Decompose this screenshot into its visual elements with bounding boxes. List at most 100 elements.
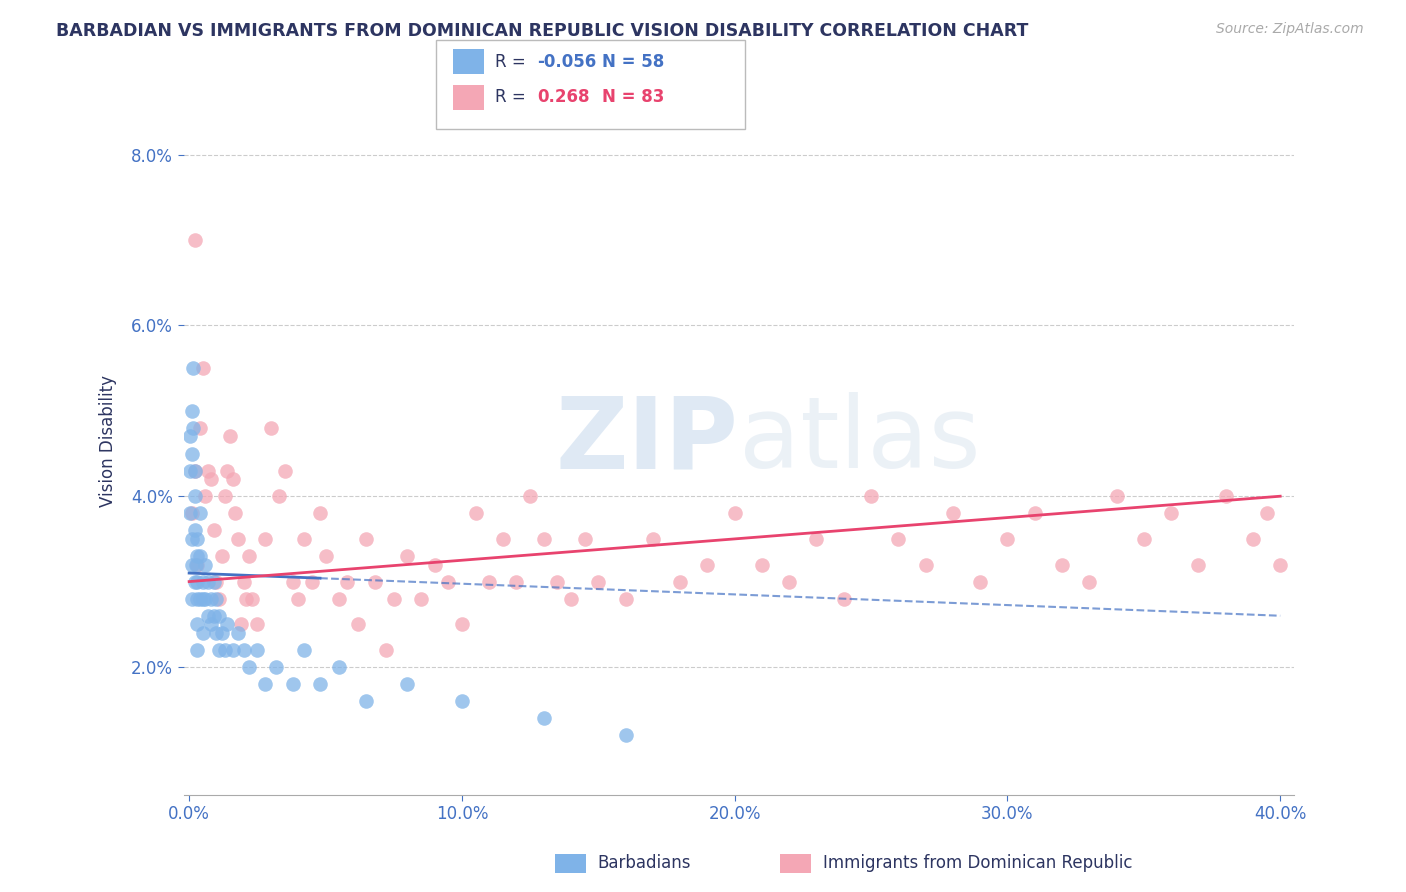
Point	[1105, 489, 1128, 503]
Point	[205, 591, 228, 606]
Point	[194, 489, 217, 503]
Point	[183, 233, 205, 247]
Point	[226, 532, 249, 546]
Point	[309, 677, 332, 691]
Point	[238, 549, 260, 563]
Point	[832, 591, 855, 606]
Point	[180, 404, 202, 418]
Point	[914, 558, 936, 572]
Point	[180, 532, 202, 546]
Point	[184, 558, 207, 572]
Point	[588, 574, 610, 589]
Text: R =: R =	[495, 88, 531, 106]
Point	[696, 558, 718, 572]
Point	[669, 574, 692, 589]
Text: atlas: atlas	[738, 392, 980, 489]
Point	[202, 524, 225, 538]
Text: Immigrants from Dominican Republic: Immigrants from Dominican Republic	[823, 855, 1132, 872]
Point	[1024, 506, 1046, 520]
Point	[478, 574, 501, 589]
Point	[181, 421, 204, 435]
Point	[219, 429, 242, 443]
Point	[224, 506, 246, 520]
Point	[336, 574, 359, 589]
Point	[197, 574, 219, 589]
Point	[292, 643, 315, 657]
Point	[266, 660, 288, 674]
Point	[751, 558, 773, 572]
Point	[1241, 532, 1264, 546]
Point	[492, 532, 515, 546]
Point	[281, 574, 304, 589]
Point	[235, 591, 257, 606]
Point	[222, 472, 245, 486]
Point	[281, 677, 304, 691]
Point	[180, 446, 202, 460]
Point	[1256, 506, 1278, 520]
Point	[246, 617, 269, 632]
Text: R =: R =	[495, 53, 531, 70]
Point	[179, 429, 201, 443]
Point	[464, 506, 486, 520]
Point	[396, 677, 419, 691]
Point	[179, 464, 201, 478]
Point	[423, 558, 446, 572]
Point	[186, 591, 208, 606]
Point	[181, 361, 204, 376]
Point	[860, 489, 883, 503]
Point	[437, 574, 460, 589]
Point	[942, 506, 965, 520]
Point	[238, 660, 260, 674]
Point	[211, 549, 233, 563]
Point	[254, 677, 277, 691]
Point	[183, 574, 205, 589]
Point	[254, 532, 277, 546]
Point	[183, 524, 205, 538]
Point	[188, 506, 211, 520]
Text: 0.268: 0.268	[537, 88, 589, 106]
Point	[232, 643, 254, 657]
Point	[969, 574, 991, 589]
Point	[778, 574, 800, 589]
Point	[382, 591, 405, 606]
Point	[287, 591, 309, 606]
Point	[887, 532, 910, 546]
Point	[186, 532, 208, 546]
Point	[191, 574, 214, 589]
Point	[222, 643, 245, 657]
Point	[1078, 574, 1101, 589]
Point	[186, 617, 208, 632]
Point	[200, 617, 222, 632]
Point	[180, 506, 202, 520]
Point	[301, 574, 323, 589]
Point	[211, 625, 233, 640]
Point	[309, 506, 332, 520]
Point	[546, 574, 568, 589]
Point	[186, 558, 208, 572]
Point	[179, 506, 201, 520]
Point	[246, 643, 269, 657]
Point	[205, 574, 228, 589]
Point	[269, 489, 291, 503]
Point	[1270, 558, 1292, 572]
Point	[240, 591, 263, 606]
Point	[208, 643, 231, 657]
Point	[180, 558, 202, 572]
Point	[197, 464, 219, 478]
Point	[1215, 489, 1237, 503]
Point	[186, 643, 208, 657]
Point	[1187, 558, 1209, 572]
Point	[997, 532, 1019, 546]
Point	[197, 608, 219, 623]
Point	[205, 625, 228, 640]
Point	[186, 549, 208, 563]
Point	[356, 532, 378, 546]
Text: Barbadians: Barbadians	[598, 855, 692, 872]
Text: Source: ZipAtlas.com: Source: ZipAtlas.com	[1216, 22, 1364, 37]
Point	[292, 532, 315, 546]
Point	[396, 549, 419, 563]
Point	[194, 591, 217, 606]
Point	[188, 591, 211, 606]
Point	[374, 643, 396, 657]
Text: ZIP: ZIP	[555, 392, 738, 489]
